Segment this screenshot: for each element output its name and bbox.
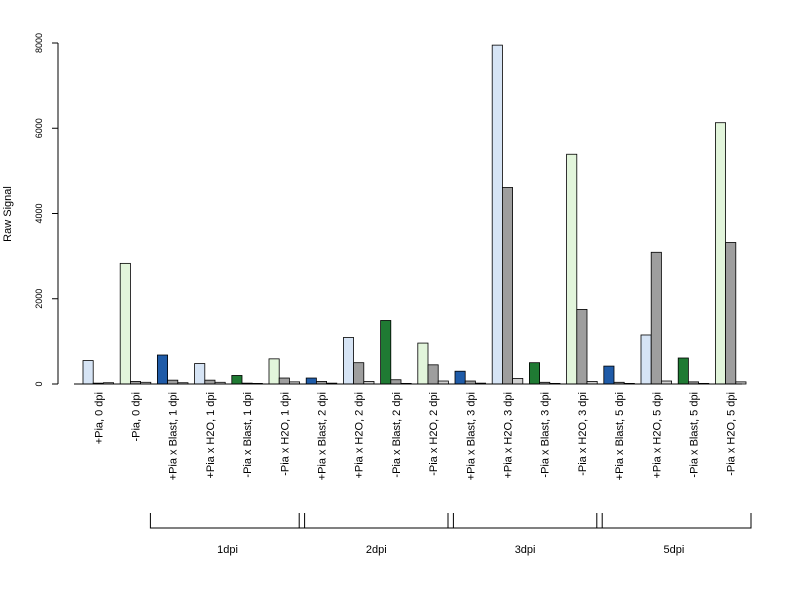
bar [603, 365, 615, 385]
x-tick-label: +Pia x Blast, 3 dpi [465, 392, 477, 480]
group-bracket: 1dpi [149, 513, 306, 556]
x-tick-label: +Pia x H2O, 3 dpi [503, 392, 515, 479]
bar-group [491, 44, 524, 385]
bar [305, 377, 317, 385]
bar-group [305, 377, 338, 385]
bar [156, 354, 168, 385]
bar [491, 44, 503, 385]
bracket-line [298, 513, 454, 529]
bar [380, 320, 392, 385]
group-label: 2dpi [366, 544, 387, 556]
bar [427, 364, 439, 385]
bracket-line [596, 513, 752, 529]
bar [529, 362, 541, 385]
bar-group [640, 251, 673, 385]
bar-group [529, 362, 561, 385]
x-tick-label: +Pia x Blast, 2 dpi [317, 392, 329, 480]
bar [566, 153, 578, 385]
x-tick-label: +Pia x H2O, 2 dpi [354, 392, 366, 479]
x-tick-label: -Pia x Blast, 5 dpi [689, 392, 701, 478]
group-label: 3dpi [515, 544, 536, 556]
x-tick-label: -Pia x Blast, 3 dpi [540, 392, 552, 478]
bar [715, 122, 727, 385]
bracket-line [447, 513, 603, 529]
bar [194, 363, 206, 385]
group-bracket: 5dpi [596, 513, 752, 556]
bar-group [566, 153, 598, 385]
bar [342, 337, 354, 385]
bar-group [603, 365, 635, 385]
y-tick-label: 4000 [34, 203, 44, 223]
group-brackets: 1dpi 2dpi 3dpi 5dpi [149, 513, 752, 556]
bar-group [454, 370, 486, 385]
bar-group [342, 337, 375, 385]
bars [82, 44, 747, 385]
bar [119, 262, 131, 385]
bar [268, 358, 280, 385]
y-tick-label: 0 [34, 381, 44, 386]
x-tick-label: -Pia x H2O, 3 dpi [577, 392, 589, 476]
bar [454, 370, 466, 385]
y-tick-label: 2000 [34, 289, 44, 309]
bar-group [417, 342, 449, 385]
x-tick-label: -Pia x H2O, 1 dpi [279, 392, 291, 476]
x-tick-label: +Pia x Blast, 5 dpi [614, 392, 626, 480]
bar-group [156, 354, 189, 385]
x-tick-label: +Pia x H2O, 5 dpi [651, 392, 663, 479]
bar [167, 379, 179, 385]
bar [501, 187, 513, 385]
x-tick-label: +Pia x Blast, 1 dpi [168, 392, 180, 480]
group-bracket: 3dpi [447, 513, 603, 556]
bar-group [231, 375, 263, 385]
group-bracket: 2dpi [298, 513, 454, 556]
x-tick-label: -Pia x Blast, 2 dpi [391, 392, 403, 478]
x-tick-label: -Pia x H2O, 2 dpi [428, 392, 440, 476]
bar [204, 379, 216, 385]
bar [390, 379, 402, 385]
y-tick-label: 8000 [34, 33, 44, 53]
bar-group [677, 357, 710, 385]
x-tick-label: -Pia, 0 dpi [131, 392, 143, 442]
bar [353, 362, 365, 385]
bar [231, 375, 243, 385]
group-label: 5dpi [664, 544, 685, 556]
y-tick-label: 6000 [34, 118, 44, 138]
bar-group [380, 320, 412, 385]
bar [576, 309, 588, 385]
x-tick-label: -Pia x Blast, 1 dpi [242, 392, 254, 478]
bar [725, 242, 737, 385]
bar-group [194, 363, 226, 385]
bar [417, 342, 429, 385]
bar-group [715, 122, 747, 385]
bar-group [82, 360, 115, 385]
y-axis-label: Raw Signal [2, 186, 14, 242]
bar-group [268, 358, 300, 385]
x-tick-labels: +Pia, 0 dpi -Pia, 0 dpi +Pia x Blast, 1 dp… [93, 392, 737, 480]
x-tick-label: +Pia, 0 dpi [93, 392, 105, 444]
bar [677, 357, 689, 385]
bar [82, 360, 94, 385]
bar [640, 334, 652, 385]
bar [512, 378, 524, 385]
group-label: 1dpi [217, 544, 238, 556]
bar [278, 377, 290, 385]
bar [650, 251, 662, 385]
x-tick-label: +Pia x H2O, 1 dpi [205, 392, 217, 479]
bar-group [119, 262, 152, 385]
y-axis: 0 2000 4000 6000 8000 [34, 33, 59, 387]
bracket-line [149, 513, 306, 529]
x-tick-label: -Pia x H2O, 5 dpi [726, 392, 738, 476]
